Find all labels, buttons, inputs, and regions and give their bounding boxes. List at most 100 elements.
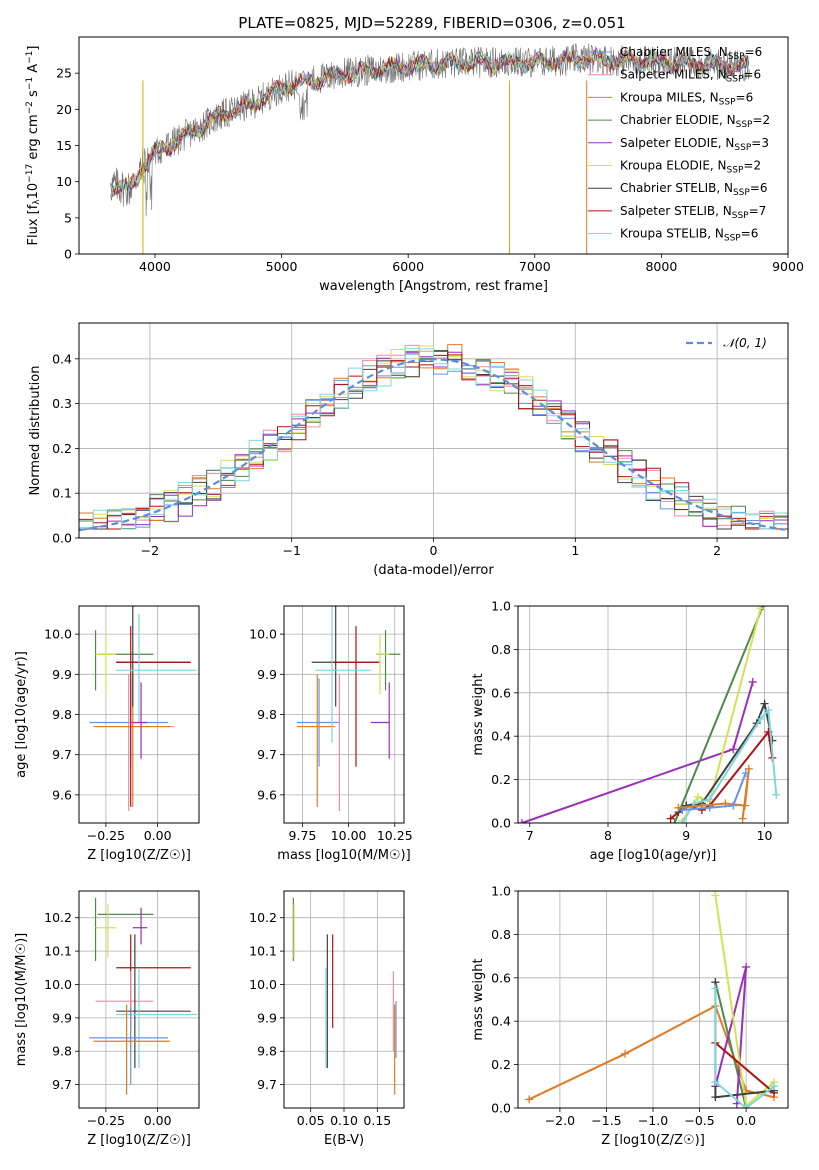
x-tick-label: 1 bbox=[571, 543, 579, 558]
data-point bbox=[518, 819, 526, 823]
series-line-chabrier-miles bbox=[682, 772, 747, 811]
panel-massweight-vs-Z: −2.0 −1.5 −1.0 −0.5 0.0 0.0 0.2 0.4 0.6 0.8 1.0 Z [… bbox=[471, 884, 789, 1148]
y-tick-label: 0.8 bbox=[491, 642, 511, 657]
plot-area bbox=[518, 606, 788, 823]
data-point bbox=[742, 962, 751, 971]
legend-entry: Chabrier MILES, NSSP=6 bbox=[620, 45, 762, 62]
x-tick-label: 7 bbox=[526, 828, 534, 843]
plot-area bbox=[284, 891, 404, 1108]
x-tick-label: 9000 bbox=[772, 259, 804, 274]
x-tick-label: 0.05 bbox=[297, 1113, 325, 1128]
x-tick-label: −1.5 bbox=[591, 1113, 621, 1128]
series-line-kroupa-stelib bbox=[714, 988, 775, 1108]
panel-mass-vs-Z: −0.25 0.00 9.7 9.8 9.9 10.0 10.1 10.2 Z [log10(Z… bbox=[14, 890, 200, 1148]
y-tick-label: 20 bbox=[56, 102, 72, 117]
y-tick-label: 9.6 bbox=[52, 787, 72, 802]
data-point bbox=[744, 764, 753, 773]
model-line-kroupa-stelib bbox=[110, 49, 750, 197]
data-point bbox=[670, 819, 679, 823]
data-point bbox=[705, 795, 714, 804]
y-tick-label: 0.6 bbox=[491, 685, 511, 700]
data-point bbox=[729, 745, 738, 754]
y-tick-label: 0.2 bbox=[491, 1057, 511, 1072]
x-tick-label: −1 bbox=[282, 543, 300, 558]
data-point bbox=[760, 699, 769, 708]
data-point bbox=[756, 606, 765, 613]
y-tick-label: 15 bbox=[56, 138, 72, 153]
data-point bbox=[756, 714, 765, 723]
data-point bbox=[711, 891, 720, 900]
y-tick-label: 5 bbox=[64, 210, 72, 225]
y-tick-label: 9.8 bbox=[52, 707, 72, 722]
x-tick-label: 8 bbox=[604, 828, 612, 843]
x-tick-label: 4000 bbox=[139, 259, 171, 274]
y-axis-label: mass weight bbox=[471, 958, 486, 1040]
x-tick-label: 7000 bbox=[519, 259, 551, 274]
plot-area bbox=[110, 43, 750, 254]
panel-age-vs-Z: −0.25 0.00 9.6 9.7 9.8 9.9 10.0 Z [log10(Z/Z☉)]… bbox=[14, 605, 200, 863]
y-tick-label: 0.4 bbox=[491, 729, 511, 744]
legend-entry: Salpeter ELODIE, NSSP=3 bbox=[620, 136, 769, 153]
panel-massweight-vs-age: 7 8 9 10 0.0 0.2 0.4 0.6 0.8 1.0 age [log10(age/yr… bbox=[471, 599, 789, 863]
data-point bbox=[678, 805, 687, 814]
y-tick-label: 9.9 bbox=[52, 667, 72, 682]
panel-spectrum: 4000 5000 6000 7000 8000 9000 0 5 10 15 20 25 Chabri… bbox=[25, 36, 804, 294]
x-tick-label: 5000 bbox=[266, 259, 298, 274]
data-point bbox=[711, 984, 720, 993]
x-axis-label: (data-model)/error bbox=[373, 563, 494, 578]
x-tick-label: 2 bbox=[713, 543, 721, 558]
y-axis-label: Flux [fλ10−17 erg cm−2 s−1 A−1] bbox=[25, 46, 42, 246]
data-point bbox=[772, 790, 781, 799]
x-tick-label: 0.10 bbox=[330, 1113, 358, 1128]
x-tick-label: −0.5 bbox=[684, 1113, 714, 1128]
plot-area bbox=[284, 606, 404, 823]
panel-mass-vs-ebv: 0.05 0.10 0.15 9.7 9.8 9.9 10.0 10.1 10.2 E(B-V) bbox=[249, 890, 405, 1148]
y-tick-label: 10.0 bbox=[249, 977, 277, 992]
x-tick-label: 0.00 bbox=[144, 1113, 172, 1128]
y-tick-label: 0.1 bbox=[52, 486, 72, 501]
y-tick-label: 1.0 bbox=[491, 599, 511, 614]
data-point bbox=[740, 801, 749, 810]
model-line-salpeter-stelib bbox=[110, 50, 750, 197]
data-point bbox=[742, 1104, 751, 1108]
y-tick-label: 0.8 bbox=[491, 927, 511, 942]
series-line-chabrier-elodie bbox=[673, 606, 764, 823]
x-axis-label: Z [log10(Z/Z☉)] bbox=[87, 1133, 191, 1148]
y-tick-label: 9.6 bbox=[257, 787, 277, 802]
data-point bbox=[705, 803, 714, 812]
x-tick-label: 0.0 bbox=[736, 1113, 756, 1128]
data-point bbox=[711, 1093, 720, 1102]
series-line-chabrier-elodie bbox=[714, 981, 748, 1108]
data-point bbox=[694, 792, 702, 801]
x-tick-label: −2.0 bbox=[545, 1113, 575, 1128]
y-tick-label: 0.2 bbox=[491, 772, 511, 787]
y-axis-label: Normed distribution bbox=[28, 366, 43, 496]
y-axis-label: mass [log10(M/M☉)] bbox=[14, 933, 29, 1066]
x-tick-label: 0 bbox=[430, 543, 438, 558]
x-tick-label: 6000 bbox=[392, 259, 424, 274]
data-point bbox=[621, 1049, 630, 1058]
y-tick-label: 10.0 bbox=[44, 627, 72, 642]
model-line-salpeter-elodie bbox=[110, 47, 749, 196]
y-tick-label: 9.9 bbox=[257, 667, 277, 682]
y-tick-label: 9.8 bbox=[52, 1044, 72, 1059]
x-tick-label: 10.00 bbox=[331, 828, 367, 843]
x-tick-label: 10 bbox=[757, 828, 773, 843]
y-tick-label: 9.7 bbox=[52, 747, 72, 762]
y-tick-label: 0.6 bbox=[491, 970, 511, 985]
normal-curve bbox=[79, 358, 786, 532]
x-tick-label: 9 bbox=[682, 828, 690, 843]
x-tick-label: 0.00 bbox=[144, 828, 172, 843]
axes-frame bbox=[283, 890, 405, 1109]
y-tick-label: 10.0 bbox=[44, 977, 72, 992]
legend-entry: Kroupa MILES, NSSP=6 bbox=[620, 90, 753, 107]
y-tick-label: 0.0 bbox=[491, 816, 511, 831]
data-point bbox=[682, 801, 691, 810]
y-tick-label: 0.4 bbox=[491, 1014, 511, 1029]
x-tick-label: 0.15 bbox=[363, 1113, 391, 1128]
y-tick-label: 9.8 bbox=[257, 1044, 277, 1059]
histogram-kroupa-stelib bbox=[79, 347, 788, 530]
y-tick-label: 10.1 bbox=[249, 944, 277, 959]
legend-entry: Salpeter MILES, NSSP=6 bbox=[620, 68, 761, 85]
legend-entry: Salpeter STELIB, NSSP=7 bbox=[620, 204, 766, 221]
